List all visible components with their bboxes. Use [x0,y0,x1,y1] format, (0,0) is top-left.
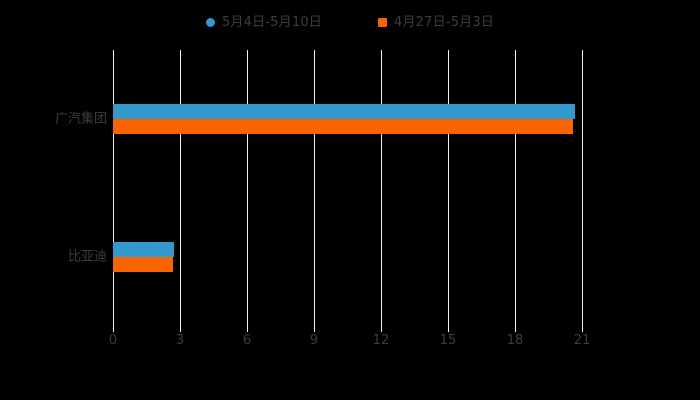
x-axis-tick [381,326,382,332]
x-axis-tick-label: 21 [573,333,591,348]
chart-legend: 5月4日-5月10日 4月27日-5月3日 [0,10,700,34]
x-axis-tick-label: 18 [506,333,524,348]
y-axis-category-label: 比亚迪 [67,249,107,265]
x-gridline [113,50,114,326]
bar-group [113,104,582,134]
x-gridline [448,50,449,326]
x-axis-tick [113,326,114,332]
legend-marker-circle-icon [205,17,215,27]
y-axis-category-labels: 广汽集团比亚迪 [0,50,107,326]
y-axis-category-label: 广汽集团 [54,111,107,127]
plot-area: 0 3 6 9 12 15 18 21 [109,50,590,347]
x-axis-tick-label: 15 [439,333,457,348]
x-axis-tick [582,326,583,332]
legend-item-series-1[interactable]: 4月27日-5月3日 [378,16,494,29]
x-gridline [515,50,516,326]
x-axis-tick [515,326,516,332]
x-axis-tick [314,326,315,332]
bar[interactable] [113,104,576,119]
x-gridline [247,50,248,326]
x-gridline [381,50,382,326]
legend-marker-square-icon [378,17,387,27]
x-axis-tick-label: 12 [372,333,390,348]
x-axis-tick-label: 3 [175,333,185,348]
bar[interactable] [113,257,174,272]
x-gridline [582,50,583,326]
bar[interactable] [113,242,175,257]
x-axis-tick [180,326,181,332]
x-axis-tick-label: 6 [242,333,252,348]
bar[interactable] [113,119,574,134]
x-axis-tick [247,326,248,332]
legend-label-series-0: 5月4日-5月10日 [221,14,322,30]
x-gridline [314,50,315,326]
x-axis-tick-label: 0 [108,333,118,348]
legend-item-series-0[interactable]: 5月4日-5月10日 [205,14,322,30]
x-axis-tick-label: 9 [309,333,319,348]
x-axis-tick [448,326,449,332]
bar-group [113,242,582,272]
x-gridline [180,50,181,326]
legend-label-series-1: 4月27日-5月3日 [394,14,495,30]
